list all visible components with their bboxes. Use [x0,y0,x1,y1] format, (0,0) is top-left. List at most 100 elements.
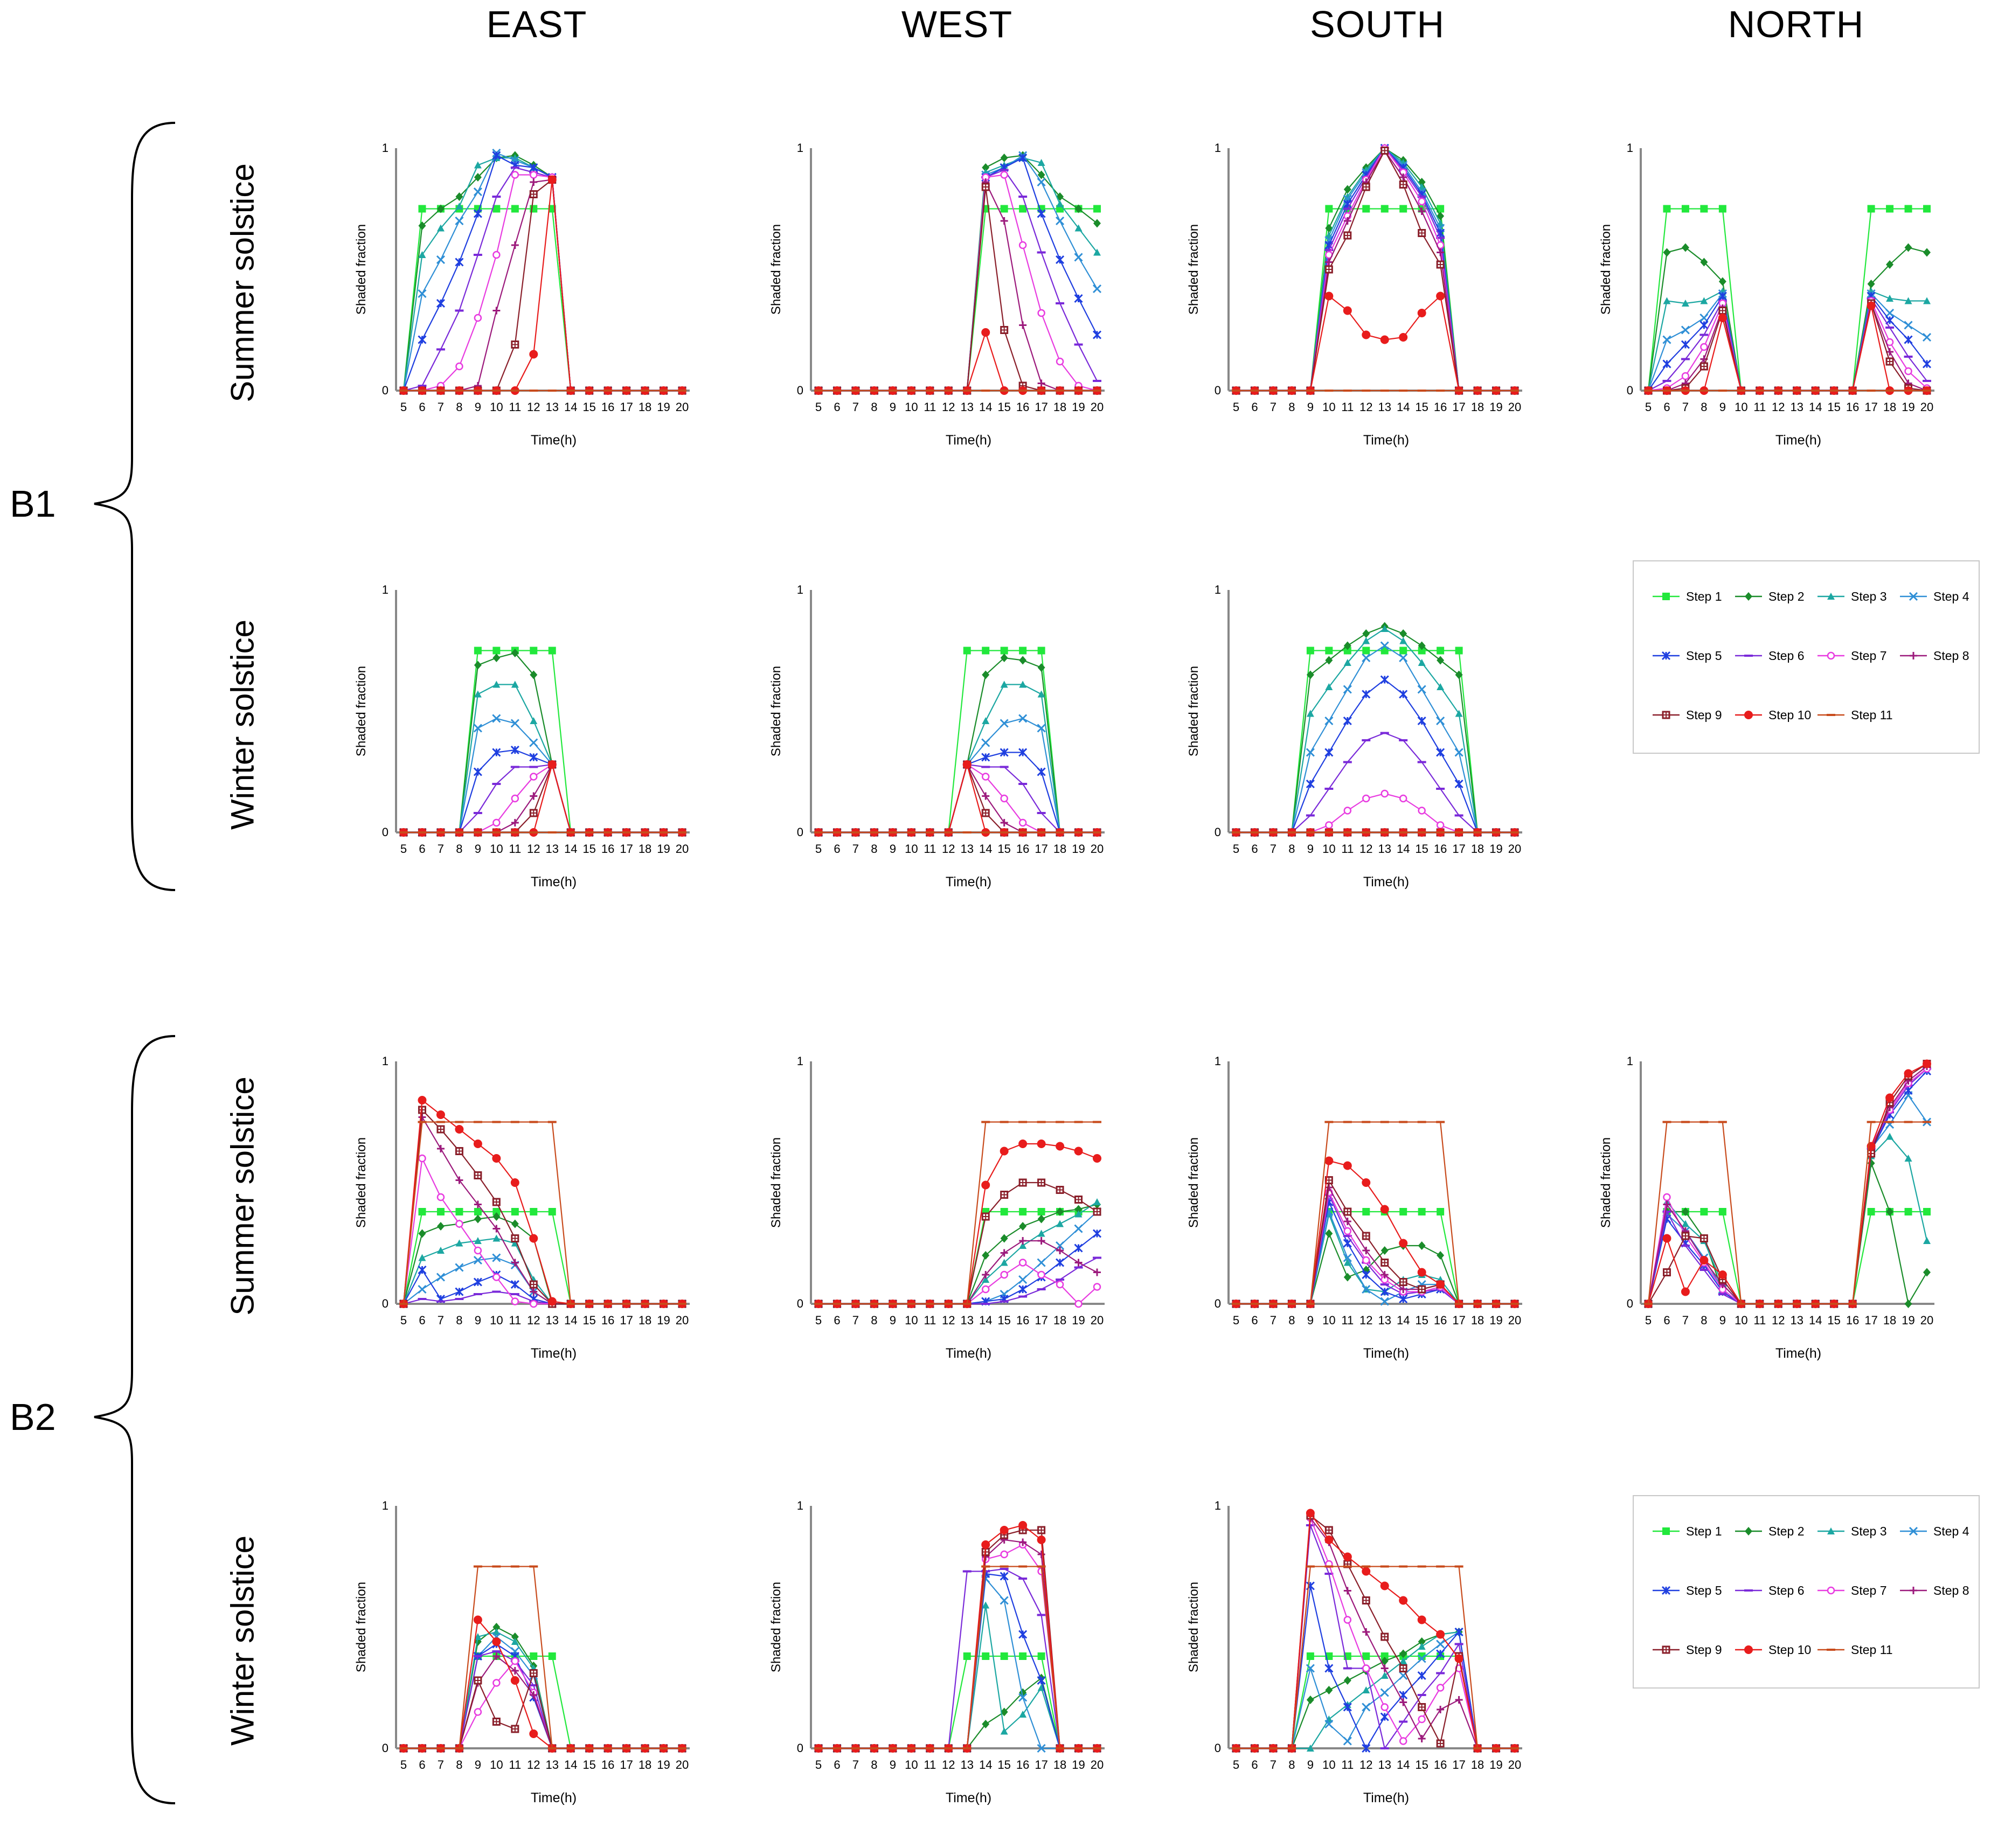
data-point [585,1747,594,1749]
x-tick-label: 8 [871,1314,877,1327]
data-point [1000,390,1009,392]
data-point [907,390,916,392]
data-point [1018,1295,1028,1298]
data-point [851,831,860,833]
data-point [1699,321,1709,330]
x-tick-label: 11 [924,1758,936,1771]
legend-marker [1662,1645,1670,1654]
series-line [818,1262,1098,1305]
data-point [1362,1596,1370,1604]
legend-marker [1744,1589,1753,1592]
data-point [1417,1121,1426,1123]
x-tick-label: 13 [1378,842,1391,856]
series-line [818,186,1097,392]
chart-svg: 015 6 7 8 9 10 11 12 13 14 15 16 17 18 19 20Time(h)Shad… [1187,583,1522,890]
data-point [455,1220,463,1228]
data-point [1399,1239,1408,1248]
data-point [1904,390,1913,392]
data-point [981,1565,990,1568]
data-point [1399,333,1408,342]
x-tick-label: 11 [509,1314,521,1327]
data-point [511,1239,519,1247]
data-point [981,390,990,392]
data-point [1380,1297,1389,1306]
data-point [1473,1303,1482,1305]
data-point [1848,1303,1857,1305]
x-tick-label: 17 [1035,400,1047,414]
data-point [510,390,519,392]
x-tick-label: 14 [1397,400,1410,414]
chart-svg: 015 6 7 8 9 10 11 12 13 14 15 16 17 18 19 20Time(h)Shad… [1187,141,1522,448]
data-point [1000,1596,1009,1605]
x-tick-label: 13 [545,1314,558,1327]
series-step-1 [1232,1208,1518,1308]
data-point [1867,301,1876,310]
data-point [1904,367,1912,376]
data-point [1343,1667,1352,1670]
legend-label: Step 8 [1933,1583,1969,1597]
legend-marker [1662,1527,1670,1535]
y-tick-label: 1 [797,141,803,155]
data-point [1325,1715,1333,1722]
y-tick-label: 1 [382,1499,389,1512]
data-point [1718,1293,1727,1295]
data-point [492,1637,501,1646]
data-point [529,1280,538,1289]
data-point [1399,1278,1407,1286]
data-point [436,1193,445,1201]
data-point [1362,1565,1371,1568]
data-point [1417,196,1426,198]
data-point [1399,390,1408,392]
data-point [1037,647,1045,655]
data-point [418,335,427,344]
data-point [1436,237,1445,239]
data-point [1399,794,1407,803]
data-point [1662,1234,1671,1243]
data-point [1681,1220,1689,1227]
data-point [1436,390,1445,392]
series-step-6 [1232,147,1519,392]
data-point [851,390,860,392]
data-point [455,390,464,392]
data-point [1343,306,1352,315]
data-point [1904,321,1913,330]
data-point [1250,1303,1259,1305]
data-point [1306,1664,1315,1673]
legend-entry: Step 9 [1653,708,1722,722]
data-point [1644,1303,1653,1305]
data-point [1718,205,1726,213]
data-point [1000,748,1009,757]
data-point [1037,1536,1046,1544]
data-point [1019,680,1027,688]
data-point [1037,1652,1045,1660]
data-point [963,1652,971,1660]
chart-b2-north-summer: 0 1 5 6 7 8 9 10 11 12 13 14 15 16 17 18 19 20 Time(h) Shad… [1595,1045,1940,1401]
data-point [1000,1550,1008,1559]
data-point [1904,1069,1913,1078]
data-point [1074,1205,1083,1214]
data-point [981,753,990,762]
data-point [455,1121,464,1123]
data-point [1362,1743,1371,1753]
x-tick-label: 13 [960,1314,973,1327]
x-tick-label: 13 [1790,400,1803,414]
series-step-4 [814,151,1102,395]
series-line [403,1115,682,1305]
series-line [1236,1566,1515,1749]
data-point [1325,647,1333,655]
data-point [1362,739,1371,741]
series-step-4 [1231,1207,1520,1309]
data-point [510,1178,519,1187]
data-point [1306,1303,1315,1305]
x-tick-label: 10 [1735,400,1747,414]
data-point [1306,748,1315,757]
y-axis-label: Shaded fraction [354,1137,369,1228]
data-point [1681,340,1690,349]
data-point [399,1747,408,1749]
legend-entry: Step 10 [1735,1643,1811,1657]
data-point [1000,171,1008,179]
y-tick-label: 1 [1215,141,1221,155]
series-step-2 [815,1200,1101,1308]
legend-entry: Step 6 [1735,1583,1805,1597]
x-tick-label: 19 [657,1314,670,1327]
